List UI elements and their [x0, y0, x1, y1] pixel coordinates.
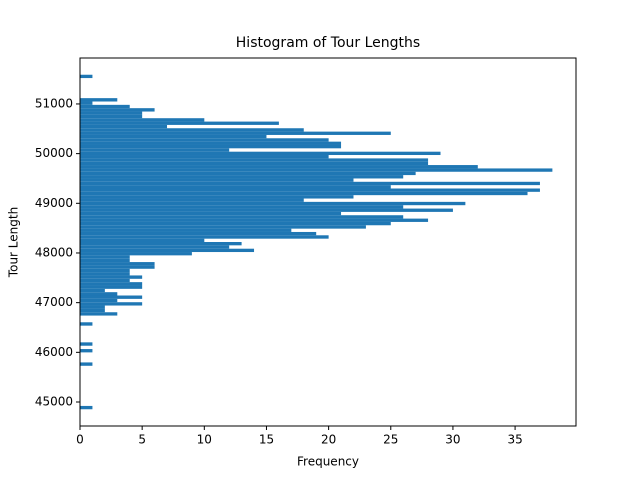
bar	[80, 114, 143, 119]
bar	[80, 238, 205, 242]
bar	[80, 128, 304, 132]
bar	[80, 201, 466, 206]
bar	[80, 175, 404, 179]
bar	[80, 349, 93, 353]
bar	[80, 342, 93, 346]
bar	[80, 285, 143, 289]
x-tick-label: 0	[76, 433, 84, 447]
bar	[80, 312, 118, 316]
bar	[80, 268, 130, 273]
y-axis-label: Tour Length	[7, 207, 21, 278]
bar	[80, 144, 342, 149]
bar	[80, 248, 255, 253]
bar	[80, 288, 105, 293]
bar	[80, 292, 118, 296]
bar	[80, 181, 540, 186]
bar	[80, 278, 130, 283]
bar	[80, 405, 93, 410]
bar	[80, 242, 242, 246]
bar	[80, 215, 404, 219]
x-tick-label: 30	[445, 433, 460, 447]
bar	[80, 188, 540, 192]
bar	[80, 155, 329, 159]
chart-title: Histogram of Tour Lengths	[236, 35, 420, 51]
bar	[80, 131, 391, 135]
bar	[80, 148, 230, 152]
bar	[80, 111, 143, 115]
bar	[80, 221, 391, 226]
bar	[80, 305, 105, 309]
y-tick-label: 46000	[35, 345, 73, 359]
bar	[80, 262, 155, 266]
bar	[80, 121, 279, 125]
bar	[80, 124, 168, 129]
bar	[80, 255, 130, 259]
bar	[80, 98, 118, 102]
bar	[80, 208, 453, 212]
bar	[80, 185, 391, 189]
y-tick-label: 49000	[35, 196, 73, 210]
bar	[80, 104, 130, 109]
x-tick-label: 15	[259, 433, 274, 447]
bar	[80, 218, 429, 222]
bar	[80, 258, 130, 263]
y-tick-label: 48000	[35, 245, 73, 259]
x-tick-label: 35	[507, 433, 522, 447]
x-tick-label: 10	[197, 433, 212, 447]
bar	[80, 295, 143, 299]
axes-frame	[79, 57, 577, 427]
x-tick-label: 25	[383, 433, 398, 447]
bar	[80, 198, 304, 202]
bar	[80, 228, 292, 232]
bar	[80, 275, 143, 279]
bar	[80, 302, 143, 306]
bar	[80, 151, 441, 156]
bar	[80, 211, 342, 216]
bar	[80, 245, 230, 249]
bar	[80, 178, 354, 182]
bar	[80, 282, 143, 286]
bar	[80, 252, 192, 256]
y-tick-label: 50000	[35, 146, 73, 160]
bar	[80, 225, 366, 229]
bar	[80, 101, 93, 105]
plot-area	[80, 74, 553, 410]
bar	[80, 308, 105, 313]
bar	[80, 205, 404, 209]
bar	[80, 134, 267, 139]
y-tick-label: 47000	[35, 295, 73, 309]
bar	[80, 322, 93, 326]
x-axis-label: Frequency	[297, 455, 359, 469]
bar	[80, 298, 118, 303]
bar	[80, 108, 155, 112]
bar	[80, 191, 528, 196]
y-tick-label: 51000	[35, 96, 73, 110]
bar	[80, 235, 329, 239]
bar	[80, 195, 354, 199]
bar	[80, 138, 329, 142]
bar	[80, 74, 93, 79]
x-tick-label: 5	[138, 433, 146, 447]
bar	[80, 362, 93, 366]
bar	[80, 171, 416, 176]
bar	[80, 165, 478, 169]
bar	[80, 265, 155, 269]
bar	[80, 141, 342, 145]
bar	[80, 158, 429, 162]
x-tick-label: 20	[321, 433, 336, 447]
bar	[80, 118, 205, 122]
bar	[80, 272, 130, 276]
bar	[80, 231, 317, 236]
y-tick-label: 45000	[35, 395, 73, 409]
bar	[80, 168, 553, 172]
bar	[80, 161, 429, 166]
